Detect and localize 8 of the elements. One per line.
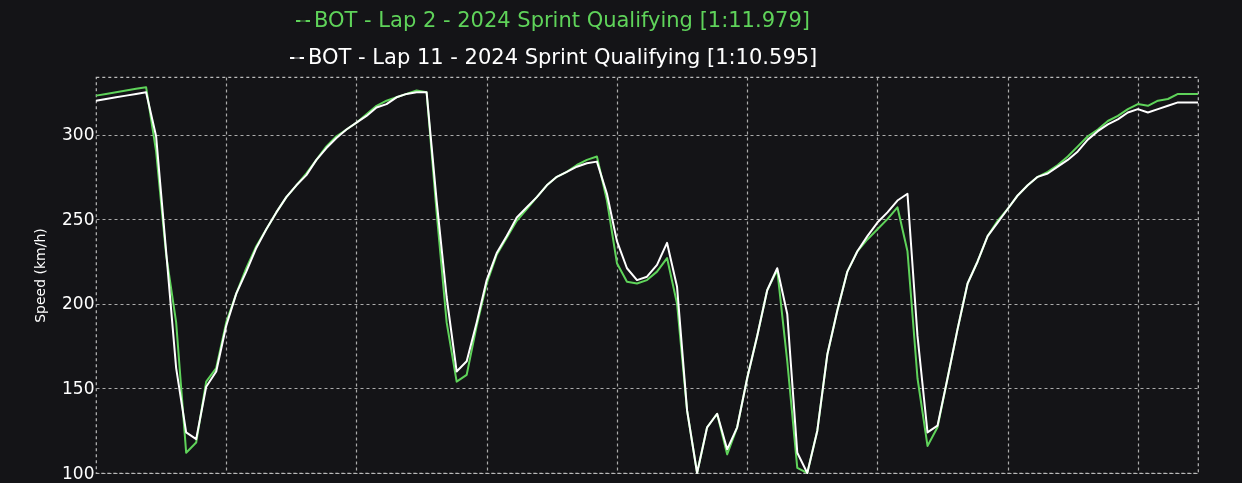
legend-label: BOT - Lap 11 - 2024 Sprint Qualifying [1:10.595] [308,45,818,69]
y-tick-label: 300 [62,124,95,145]
legend-label: BOT - Lap 2 - 2024 Sprint Qualifying [1:11.979] [314,8,810,32]
y-tick-label: 250 [62,208,95,229]
y-axis-title: Speed (km/h) [32,228,49,323]
y-tick-label: 100 [62,462,95,483]
y-tick-label: 150 [62,377,95,398]
y-tick-label: 200 [62,293,95,314]
